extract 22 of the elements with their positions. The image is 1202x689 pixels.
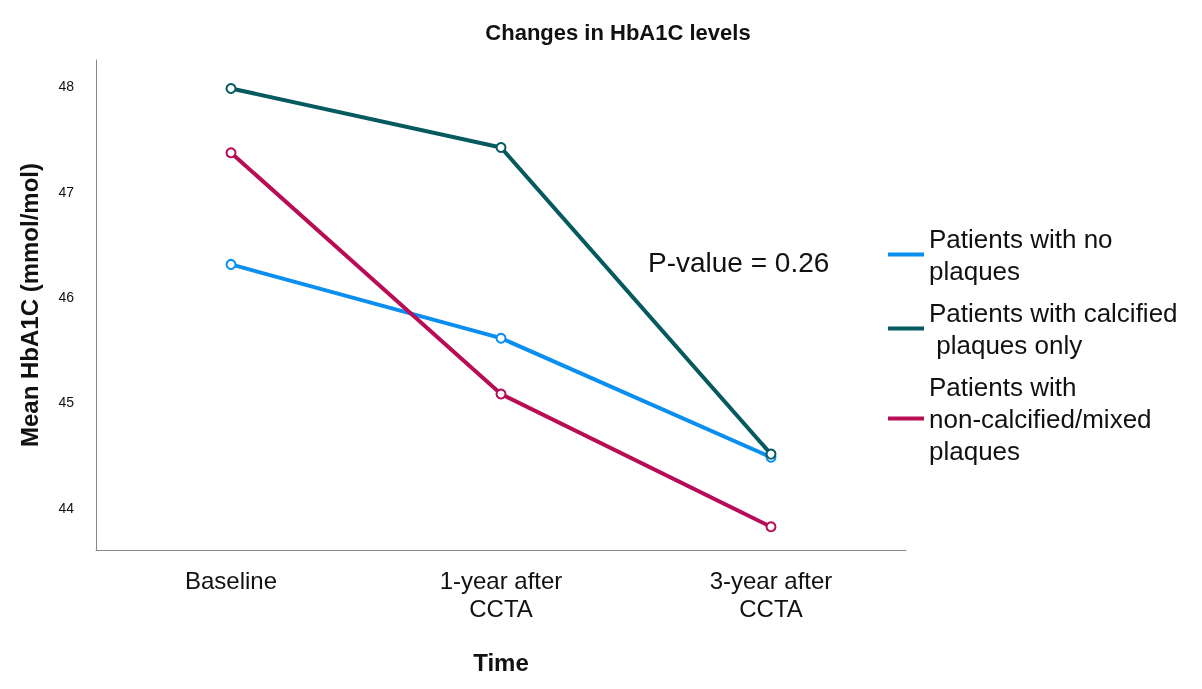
y-axis-title: Mean HbA1C (mmol/mol) [15, 162, 43, 448]
legend-label: Patients with no plaques [929, 223, 1120, 286]
chart-title: Changes in HbA1C levels [485, 19, 751, 45]
point [225, 82, 237, 94]
x-tick-label: 3-year after CCTA [709, 566, 833, 622]
point [225, 147, 237, 159]
y-tick-label: 45 [58, 394, 75, 411]
legend-label: Patients with calcified plaques only [929, 297, 1178, 360]
y-tick-label: 48 [58, 78, 75, 95]
point [225, 258, 237, 270]
point [765, 521, 777, 533]
point [495, 141, 507, 153]
y-tick-label: 44 [58, 499, 75, 516]
point [495, 332, 507, 344]
y-tick-label: 46 [58, 289, 75, 306]
legend-label: Patients with non-calcified/mixed plaques [929, 371, 1159, 466]
x-tick-label: 1-year after CCTA [439, 566, 563, 622]
y-tick-label: 47 [58, 183, 75, 200]
x-tick-label: Baseline [184, 566, 278, 594]
annotation: P-value = 0.26 [648, 246, 830, 278]
point [495, 388, 507, 400]
x-axis-title: Time [473, 648, 529, 676]
